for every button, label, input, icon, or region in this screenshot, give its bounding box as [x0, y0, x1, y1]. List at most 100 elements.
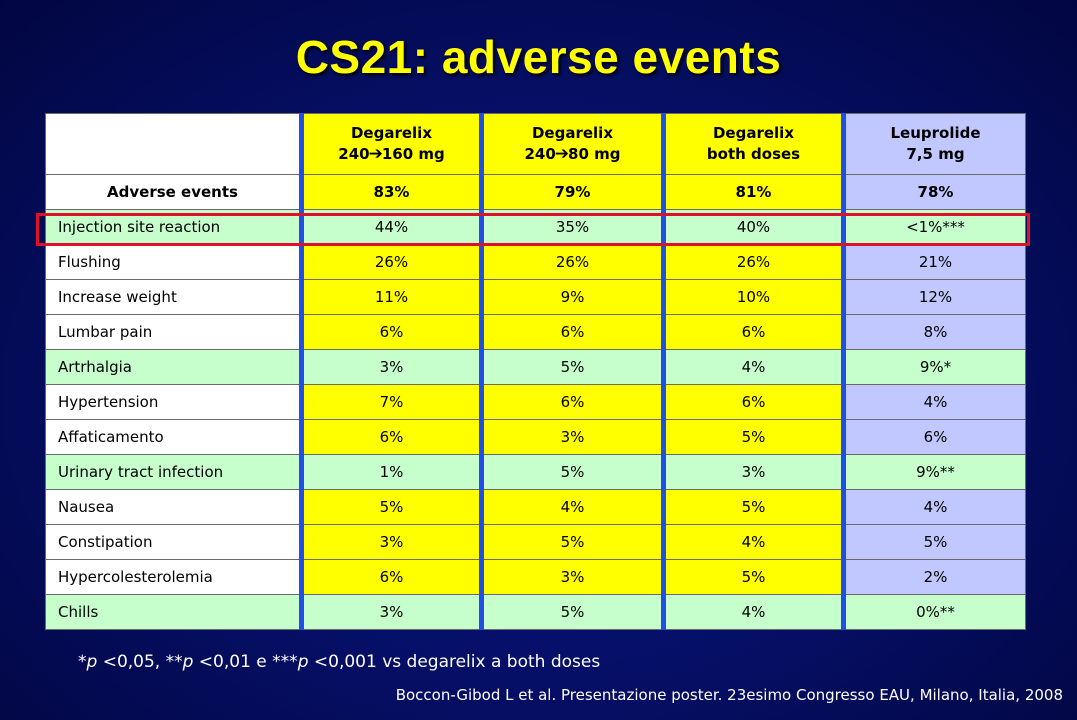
cell-value: 5%	[479, 524, 664, 560]
header-line2: 7,5 mg	[906, 145, 965, 163]
table-header-row: Degarelix 240➔160 mg Degarelix 240➔80 mg…	[45, 113, 1026, 175]
table-row: Hypercolesterolemia 6% 3% 5% 2%	[45, 559, 1026, 595]
row-label: Urinary tract infection	[45, 454, 302, 490]
slide-title: CS21: adverse events	[295, 31, 782, 83]
cell-value: 40%	[661, 209, 844, 245]
cell-value: 21%	[841, 244, 1026, 280]
cell-value: 3%	[299, 594, 482, 630]
cell-value: 2%	[841, 559, 1026, 595]
cell-value: <1%***	[841, 209, 1026, 245]
adverse-events-table: Degarelix 240➔160 mg Degarelix 240➔80 mg…	[45, 113, 1026, 630]
row-label: Increase weight	[45, 279, 302, 315]
arrow-right-icon: ➔	[554, 144, 570, 164]
cell-value: 6%	[479, 384, 664, 420]
table-row: Injection site reaction 44% 35% 40% <1%*…	[45, 209, 1026, 245]
cell-value: 6%	[661, 384, 844, 420]
cell-value: 9%	[479, 279, 664, 315]
header-degarelix-240-80: Degarelix 240➔80 mg	[479, 113, 664, 175]
header-dose-start: 240	[338, 145, 370, 163]
cell-value: 35%	[479, 209, 664, 245]
header-line1: Degarelix	[350, 124, 432, 142]
cell-value: 26%	[661, 244, 844, 280]
cell-value: 12%	[841, 279, 1026, 315]
cell-value: 6%	[299, 419, 482, 455]
header-line1: Degarelix	[712, 124, 794, 142]
cell-value: 5%	[479, 594, 664, 630]
row-label: Constipation	[45, 524, 302, 560]
cell-value: 6%	[299, 559, 482, 595]
cell-value: 9%**	[841, 454, 1026, 490]
cell-value: 10%	[661, 279, 844, 315]
cell-value: 8%	[841, 314, 1026, 350]
table-row: Hypertension 7% 6% 6% 4%	[45, 384, 1026, 420]
header-line1: Leuprolide	[890, 124, 981, 142]
table-row: Urinary tract infection 1% 5% 3% 9%**	[45, 454, 1026, 490]
cell-value: 5%	[479, 349, 664, 385]
table-row: Increase weight 11% 9% 10% 12%	[45, 279, 1026, 315]
header-leuprolide: Leuprolide 7,5 mg	[841, 113, 1026, 175]
cell-value: 4%	[479, 489, 664, 525]
cell-value: 4%	[661, 594, 844, 630]
row-label: Artrhalgia	[45, 349, 302, 385]
cell-value: 79%	[479, 174, 664, 210]
row-label: Nausea	[45, 489, 302, 525]
header-dose-start: 240	[524, 145, 556, 163]
header-line1: Degarelix	[531, 124, 613, 142]
table-row: Lumbar pain 6% 6% 6% 8%	[45, 314, 1026, 350]
cell-value: 5%	[841, 524, 1026, 560]
cell-value: 26%	[299, 244, 482, 280]
cell-value: 6%	[479, 314, 664, 350]
cell-value: 81%	[661, 174, 844, 210]
table-row: Adverse events 83% 79% 81% 78%	[45, 174, 1026, 210]
cell-value: 0%**	[841, 594, 1026, 630]
cell-value: 83%	[299, 174, 482, 210]
table-row: Chills 3% 5% 4% 0%**	[45, 594, 1026, 630]
row-label: Affaticamento	[45, 419, 302, 455]
cell-value: 4%	[661, 349, 844, 385]
cell-value: 5%	[661, 419, 844, 455]
cell-value: 4%	[841, 489, 1026, 525]
cell-value: 6%	[841, 419, 1026, 455]
header-dose-end: 160 mg	[381, 145, 445, 163]
significance-footnote: *p <0,05, **p <0,01 e ***p <0,001 vs deg…	[78, 652, 601, 672]
cell-value: 5%	[661, 489, 844, 525]
header-empty-cell	[45, 113, 302, 175]
row-label: Chills	[45, 594, 302, 630]
table-row: Artrhalgia 3% 5% 4% 9%*	[45, 349, 1026, 385]
table-row: Nausea 5% 4% 5% 4%	[45, 489, 1026, 525]
cell-value: 6%	[299, 314, 482, 350]
cell-value: 78%	[841, 174, 1026, 210]
row-label: Hypertension	[45, 384, 302, 420]
header-degarelix-both: Degarelix both doses	[661, 113, 844, 175]
cell-value: 7%	[299, 384, 482, 420]
row-label: Lumbar pain	[45, 314, 302, 350]
row-label: Hypercolesterolemia	[45, 559, 302, 595]
cell-value: 9%*	[841, 349, 1026, 385]
arrow-right-icon: ➔	[368, 144, 383, 164]
cell-value: 6%	[661, 314, 844, 350]
row-label: Adverse events	[45, 174, 302, 210]
header-line2: both doses	[706, 145, 801, 163]
cell-value: 4%	[661, 524, 844, 560]
cell-value: 3%	[479, 419, 664, 455]
cell-value: 3%	[299, 349, 482, 385]
table-row: Affaticamento 6% 3% 5% 6%	[45, 419, 1026, 455]
cell-value: 1%	[299, 454, 482, 490]
cell-value: 5%	[661, 559, 844, 595]
cell-value: 5%	[479, 454, 664, 490]
cell-value: 3%	[479, 559, 664, 595]
cell-value: 3%	[661, 454, 844, 490]
table-row: Flushing 26% 26% 26% 21%	[45, 244, 1026, 280]
table-row: Constipation 3% 5% 4% 5%	[45, 524, 1026, 560]
row-label: Flushing	[45, 244, 302, 280]
source-citation: Boccon-Gibod L et al. Presentazione post…	[395, 686, 1063, 704]
cell-value: 4%	[841, 384, 1026, 420]
header-dose-end: 80 mg	[568, 145, 621, 163]
row-label: Injection site reaction	[45, 209, 302, 245]
cell-value: 5%	[299, 489, 482, 525]
cell-value: 11%	[299, 279, 482, 315]
cell-value: 26%	[479, 244, 664, 280]
header-degarelix-240-160: Degarelix 240➔160 mg	[299, 113, 482, 175]
cell-value: 44%	[299, 209, 482, 245]
cell-value: 3%	[299, 524, 482, 560]
